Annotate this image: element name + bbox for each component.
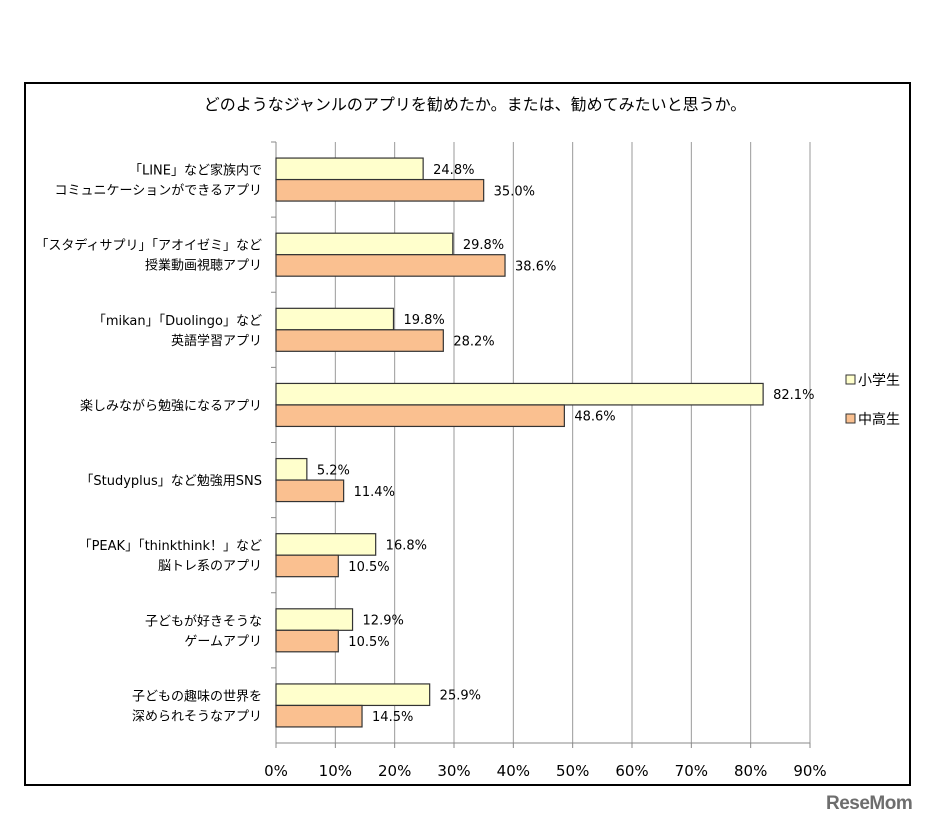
bar-secondary [275, 404, 565, 428]
bar-elementary [275, 457, 308, 481]
bar-elementary [275, 533, 377, 556]
bar-secondary [275, 178, 485, 202]
bar-elementary [275, 232, 454, 256]
legend-label: 小学生 [858, 373, 900, 389]
category-label: コミュニケーションができるアプリ [55, 184, 262, 199]
bar-elementary [275, 307, 395, 331]
category-label: 「スタディサプリ」「アオイゼミ」など [35, 238, 262, 254]
category-label: 「Studyplus」など勉強用SNS [80, 474, 262, 489]
bar-elementary [275, 608, 354, 631]
category-label: 授業動画視聴アプリ [145, 258, 262, 274]
data-label: 19.8% [403, 313, 444, 328]
legend-swatch [845, 413, 856, 424]
data-label: 10.5% [348, 635, 389, 650]
category-label: 深められそうなアプリ [132, 709, 262, 724]
data-label: 82.1% [773, 388, 814, 403]
chart-frame [24, 82, 911, 786]
data-label: 12.9% [363, 614, 404, 629]
bar-elementary [275, 157, 424, 181]
category-label: 楽しみながら勉強になるアプリ [80, 398, 262, 414]
category-label: 子どもが好きそうな [145, 614, 262, 629]
data-label: 38.6% [515, 259, 556, 274]
legend-label: 中高生 [858, 411, 900, 428]
x-tick-label: 30% [437, 762, 470, 780]
data-label: 16.8% [386, 538, 427, 553]
category-label: 子どもの趣味の世界を [132, 689, 262, 704]
chart-title: どのようなジャンルのアプリを勧めたか。または、勧めてみたいと思うか。 [204, 95, 747, 114]
data-label: 35.0% [494, 184, 535, 199]
x-tick-label: 0% [264, 762, 288, 780]
x-tick-label: 60% [615, 762, 648, 780]
legend-swatch [845, 374, 856, 385]
category-label: 「mikan」「Duolingo」など [93, 314, 262, 329]
x-tick-label: 80% [734, 762, 767, 780]
category-label: 脳トレ系のアプリ [158, 559, 262, 574]
bar-secondary [275, 329, 444, 352]
bar-secondary [275, 254, 506, 277]
bar-secondary [275, 554, 339, 578]
data-label: 14.5% [372, 710, 413, 725]
category-label: ゲームアプリ [184, 634, 262, 649]
category-label: 「LINE」など家族内で [129, 163, 262, 179]
category-label: 英語学習アプリ [171, 333, 262, 349]
data-label: 48.6% [574, 410, 615, 425]
data-label: 24.8% [433, 163, 474, 178]
x-tick-label: 40% [497, 762, 530, 780]
bar-secondary [275, 704, 363, 728]
data-label: 11.4% [354, 485, 395, 500]
bar-elementary [275, 683, 431, 707]
data-label: 28.2% [453, 335, 494, 350]
bar-secondary [275, 629, 339, 653]
category-label: 「PEAK」「thinkthink！」など [79, 539, 262, 554]
x-tick-label: 70% [675, 762, 708, 780]
data-label: 10.5% [348, 560, 389, 575]
x-tick-label: 50% [556, 762, 589, 780]
data-label: 29.8% [463, 238, 504, 253]
resemom-watermark: ReseMom [826, 793, 913, 814]
x-tick-label: 20% [378, 762, 411, 780]
bar-secondary [275, 479, 345, 503]
x-tick-label: 10% [319, 762, 352, 780]
data-label: 25.9% [440, 689, 481, 704]
bar-elementary [275, 382, 764, 406]
x-tick-label: 90% [793, 762, 826, 780]
data-label: 5.2% [317, 463, 350, 478]
